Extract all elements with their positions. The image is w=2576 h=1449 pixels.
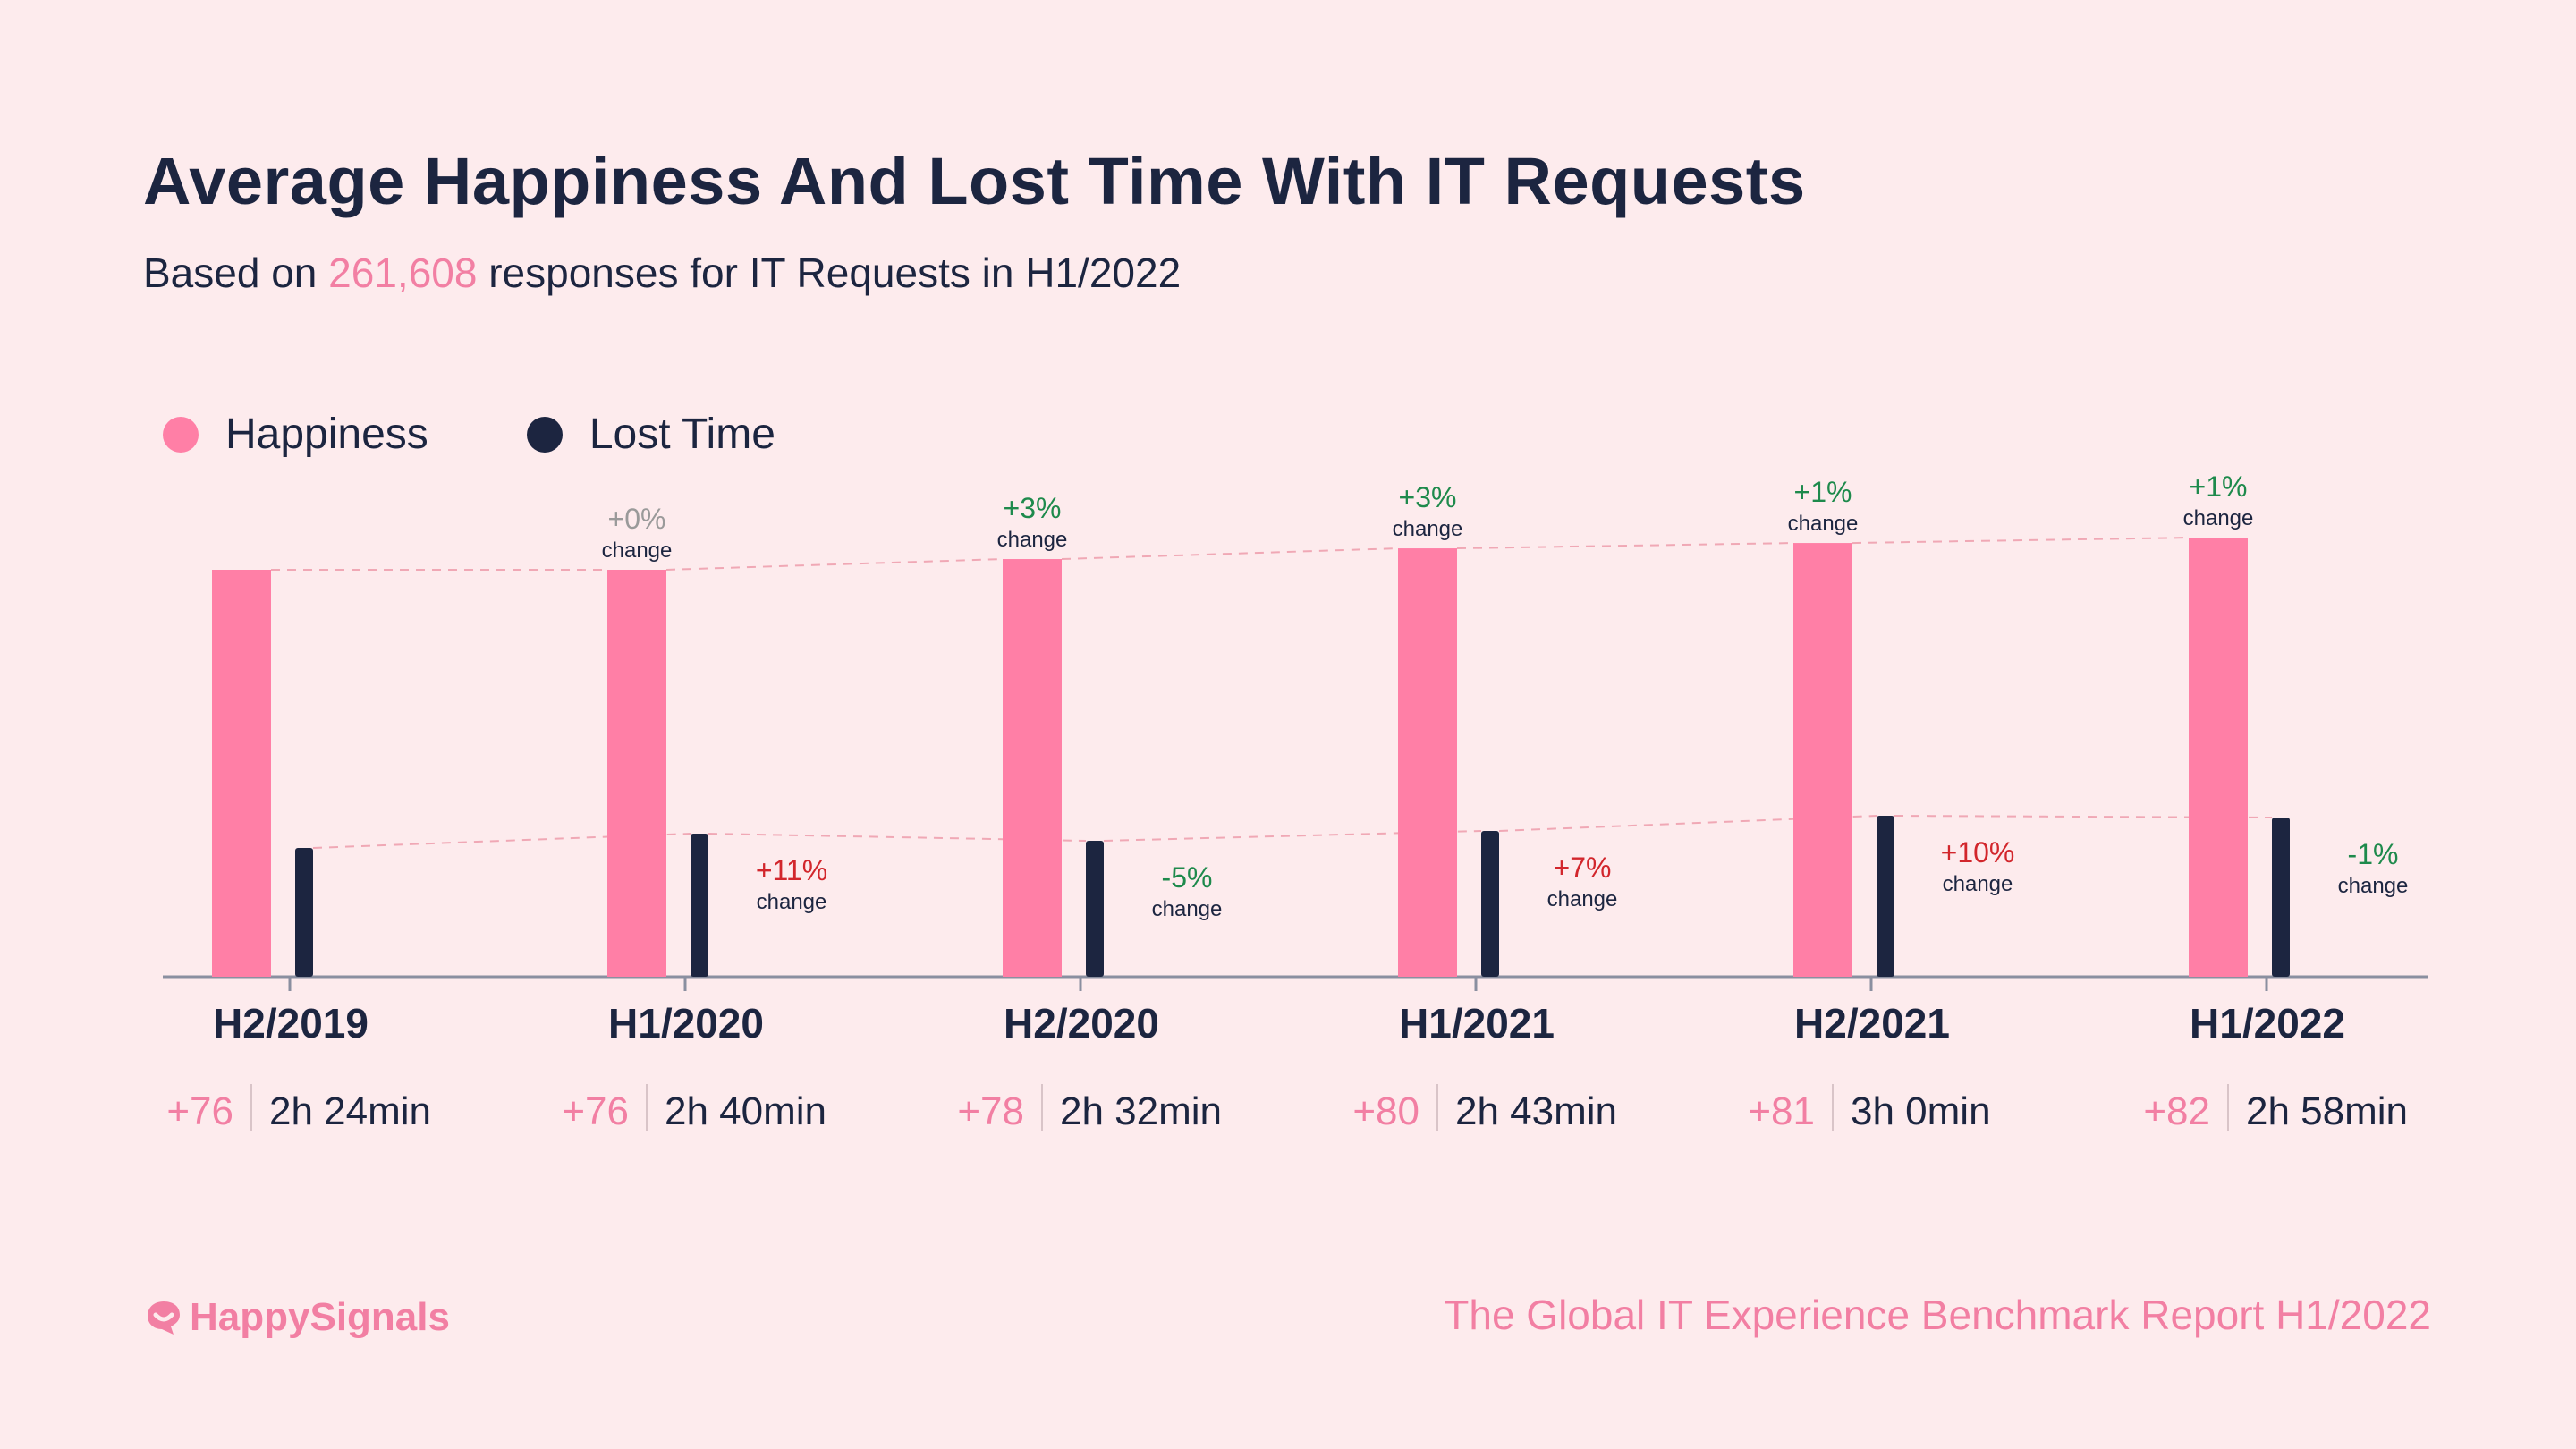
happiness-value-label: +78 — [957, 1089, 1024, 1133]
happiness-bar — [1793, 543, 1852, 977]
happiness-value-label: +76 — [562, 1089, 629, 1133]
lost-time-bar — [1877, 816, 1894, 977]
happiness-value-label: +76 — [166, 1089, 233, 1133]
legend: Happiness Lost Time — [163, 410, 874, 459]
happiness-change-label: +3% — [1399, 481, 1457, 513]
report-name: The Global IT Experience Benchmark Repor… — [1444, 1292, 2431, 1338]
x-tick-label: H2/2019 — [213, 1000, 369, 1046]
happiness-change-word: change — [602, 538, 673, 563]
x-tick-label: H1/2021 — [1399, 1000, 1555, 1046]
happiness-change-label: +3% — [1004, 492, 1062, 524]
lost-time-change-word: change — [1152, 897, 1223, 921]
lost-time-value-label: 3h 0min — [1851, 1089, 1991, 1133]
legend-happiness-dot — [163, 416, 199, 453]
x-tick-label: H1/2022 — [2190, 1000, 2345, 1046]
happiness-trend-guide — [1456, 542, 1794, 550]
lost-time-value-label: 2h 24min — [269, 1089, 431, 1133]
happiness-change-label: +1% — [2190, 470, 2248, 503]
lost-time-change-label: -1% — [2348, 838, 2399, 870]
lost-time-change-word: change — [1547, 887, 1618, 911]
subtitle-prefix: Based on — [143, 250, 318, 296]
x-tick-label: H2/2020 — [1004, 1000, 1159, 1046]
chart-title: Average Happiness And Lost Time With IT … — [143, 144, 1806, 218]
legend-lost-time-dot — [526, 416, 563, 453]
legend-item-happiness: Happiness — [163, 410, 428, 459]
lost-time-change-label: -5% — [1162, 861, 1213, 894]
happiness-bar — [607, 570, 666, 977]
x-tick-label: H1/2020 — [608, 1000, 764, 1046]
lost-time-bar — [691, 834, 708, 977]
lost-time-bar — [1481, 831, 1499, 977]
subtitle-suffix: responses for IT Requests in H1/2022 — [488, 250, 1182, 296]
happiness-bar — [1398, 548, 1457, 977]
happiness-trend-guide — [1852, 537, 2190, 545]
happiness-bar — [212, 570, 271, 977]
lost-time-bar — [2272, 818, 2290, 977]
happiness-bar — [1003, 559, 1062, 977]
brand-name: HappySignals — [190, 1295, 450, 1339]
lost-time-change-label: +11% — [756, 854, 827, 886]
happiness-change-label: +0% — [608, 503, 666, 535]
x-tick-label: H2/2021 — [1794, 1000, 1950, 1046]
lost-time-change-word: change — [757, 890, 827, 914]
brand-logo: HappySignals — [143, 1295, 450, 1340]
happiness-bar — [2189, 538, 2248, 977]
lost-time-change-label: +7% — [1554, 852, 1612, 884]
happiness-change-word: change — [997, 528, 1068, 552]
happiness-value-label: +82 — [2143, 1089, 2210, 1133]
happiness-value-label: +81 — [1748, 1089, 1815, 1133]
happiness-change-word: change — [1393, 517, 1463, 541]
lost-time-value-label: 2h 43min — [1455, 1089, 1617, 1133]
lost-time-change-word: change — [2338, 874, 2409, 898]
chart-subtitle: Based on 261,608 responses for IT Reques… — [143, 249, 1181, 297]
lost-time-value-label: 2h 58min — [2246, 1089, 2408, 1133]
lost-time-value-label: 2h 40min — [665, 1089, 826, 1133]
legend-lost-time-label: Lost Time — [589, 411, 775, 458]
happiness-trend-guide — [1061, 547, 1399, 561]
happiness-trend-guide — [665, 558, 1004, 571]
happysignals-logo-icon — [148, 1301, 180, 1335]
lost-time-change-label: +10% — [1941, 836, 2015, 869]
happiness-change-word: change — [2183, 506, 2254, 530]
legend-item-lost-time: Lost Time — [526, 410, 775, 459]
happiness-change-label: +1% — [1794, 476, 1852, 508]
happiness-change-word: change — [1788, 512, 1859, 536]
lost-time-bar — [1086, 841, 1104, 977]
lost-time-value-label: 2h 32min — [1060, 1089, 1222, 1133]
lost-time-change-word: change — [1943, 872, 2013, 896]
lost-time-bar — [295, 848, 313, 977]
happiness-value-label: +80 — [1352, 1089, 1419, 1133]
response-count: 261,608 — [328, 250, 478, 296]
legend-happiness-label: Happiness — [225, 411, 428, 458]
